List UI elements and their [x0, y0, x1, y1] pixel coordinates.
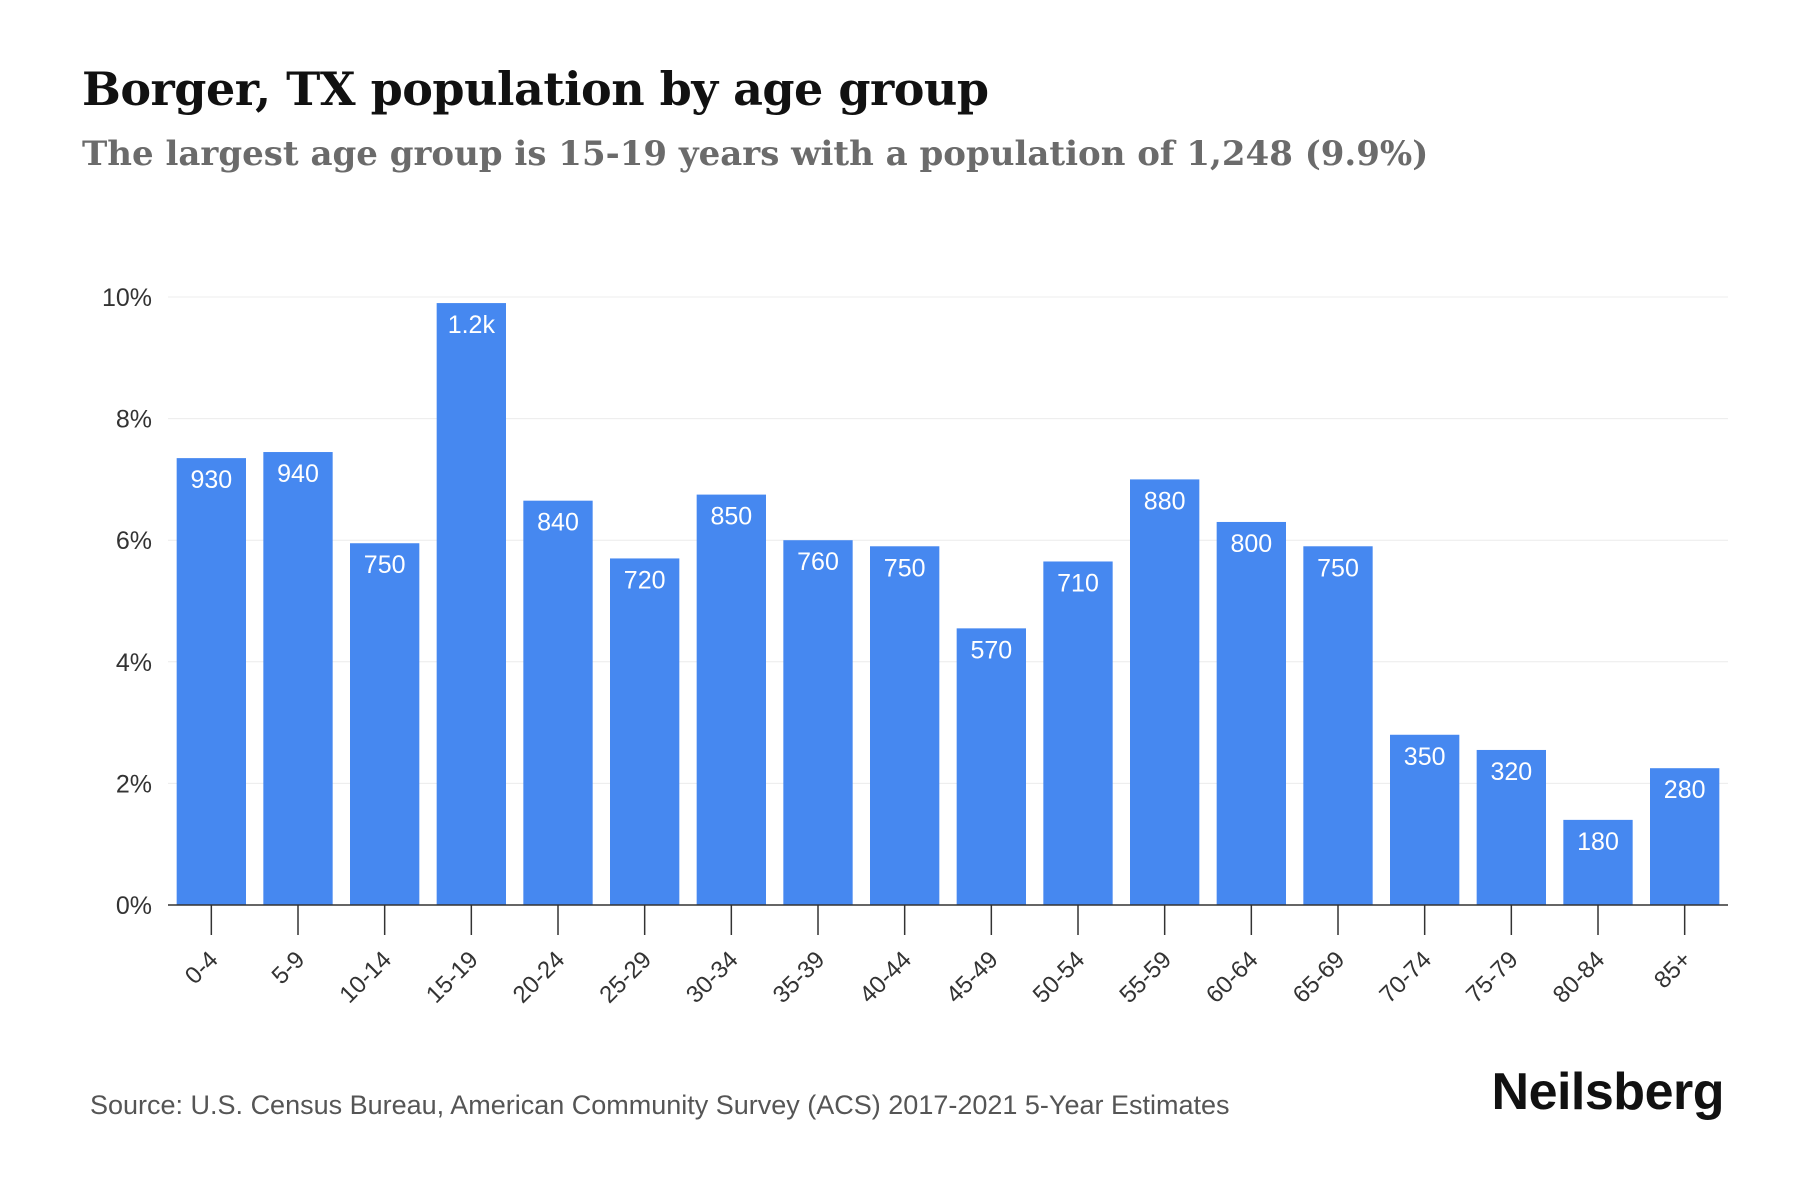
- x-axis: [168, 904, 1728, 935]
- bars: [176, 303, 1720, 906]
- bar: [350, 543, 420, 905]
- x-tick-label: 60-64: [1201, 946, 1264, 1009]
- x-tick-label: 35-39: [768, 946, 831, 1009]
- bar: [1390, 734, 1460, 905]
- bar: [1216, 521, 1286, 905]
- bar: [436, 303, 506, 906]
- x-tick-label: 15-19: [421, 946, 484, 1009]
- data-label: 940: [277, 460, 319, 488]
- y-tick-label: 8%: [116, 406, 152, 434]
- x-tick-label: 20-24: [508, 946, 571, 1009]
- x-tick-label: 10-14: [334, 946, 397, 1009]
- bar: [870, 546, 940, 905]
- data-label: 720: [624, 566, 666, 594]
- x-tick-label: 45-49: [941, 946, 1004, 1009]
- data-label: 710: [1057, 569, 1099, 597]
- bar: [956, 628, 1026, 905]
- data-label: 350: [1404, 743, 1446, 771]
- bar: [1130, 479, 1200, 905]
- x-tick-label: 80-84: [1548, 946, 1611, 1009]
- bar: [696, 494, 766, 905]
- data-label: 570: [970, 636, 1012, 664]
- chart-title: Borger, TX population by age group: [82, 62, 989, 116]
- data-label: 750: [1317, 554, 1359, 582]
- bar: [1303, 546, 1373, 905]
- y-tick-label: 10%: [102, 284, 152, 312]
- gridlines: [168, 296, 1728, 784]
- y-axis-tick-labels: 0% 2% 4% 6% 8% 10%: [102, 284, 152, 920]
- neilsberg-logo: Neilsberg: [1491, 1063, 1725, 1121]
- data-label: 760: [797, 548, 839, 576]
- x-tick-label: 55-59: [1114, 946, 1177, 1009]
- bar: [610, 558, 680, 905]
- x-tick-label: 70-74: [1374, 946, 1437, 1009]
- data-label: 280: [1664, 776, 1706, 804]
- bar: [523, 500, 593, 905]
- source-note: Source: U.S. Census Bureau, American Com…: [90, 1090, 1230, 1120]
- data-label: 180: [1577, 828, 1619, 856]
- x-tick-label: 65-69: [1288, 946, 1351, 1009]
- bar: [1476, 749, 1546, 905]
- bar: [1043, 561, 1113, 905]
- y-tick-label: 6%: [116, 527, 152, 555]
- y-tick-label: 0%: [116, 892, 152, 920]
- data-label: 800: [1230, 530, 1272, 558]
- y-tick-label: 4%: [116, 649, 152, 677]
- data-label: 320: [1490, 758, 1532, 786]
- bar: [1563, 819, 1633, 905]
- x-tick-label: 50-54: [1028, 946, 1091, 1009]
- data-label: 750: [364, 551, 406, 579]
- bar: [176, 458, 246, 905]
- x-tick-label: 25-29: [594, 946, 657, 1009]
- x-axis-tick-labels: 0-4 5-9 10-14 15-19 20-24 25-29 30-34 35-39 40-4…: [180, 946, 1697, 1009]
- bar: [263, 452, 333, 905]
- x-tick-label: 5-9: [267, 946, 311, 990]
- data-label: 840: [537, 509, 579, 537]
- x-tick-label: 0-4: [180, 946, 224, 990]
- data-label: 750: [884, 554, 926, 582]
- y-tick-label: 2%: [116, 770, 152, 798]
- chart-subtitle: The largest age group is 15-19 years wit…: [82, 134, 1429, 174]
- bar: [1650, 768, 1720, 905]
- data-label: 880: [1144, 487, 1186, 515]
- x-tick-label: 85+: [1649, 946, 1697, 994]
- x-tick-label: 40-44: [854, 946, 917, 1009]
- data-labels: 930 940 750 1.2k 840 720 850 760 750 570 710 880 800…: [190, 311, 1705, 856]
- data-label: 1.2k: [448, 311, 496, 339]
- x-tick-label: 75-79: [1461, 946, 1524, 1009]
- bar: [783, 540, 853, 905]
- data-label: 930: [190, 466, 232, 494]
- x-tick-label: 30-34: [681, 946, 744, 1009]
- data-label: 850: [710, 503, 752, 531]
